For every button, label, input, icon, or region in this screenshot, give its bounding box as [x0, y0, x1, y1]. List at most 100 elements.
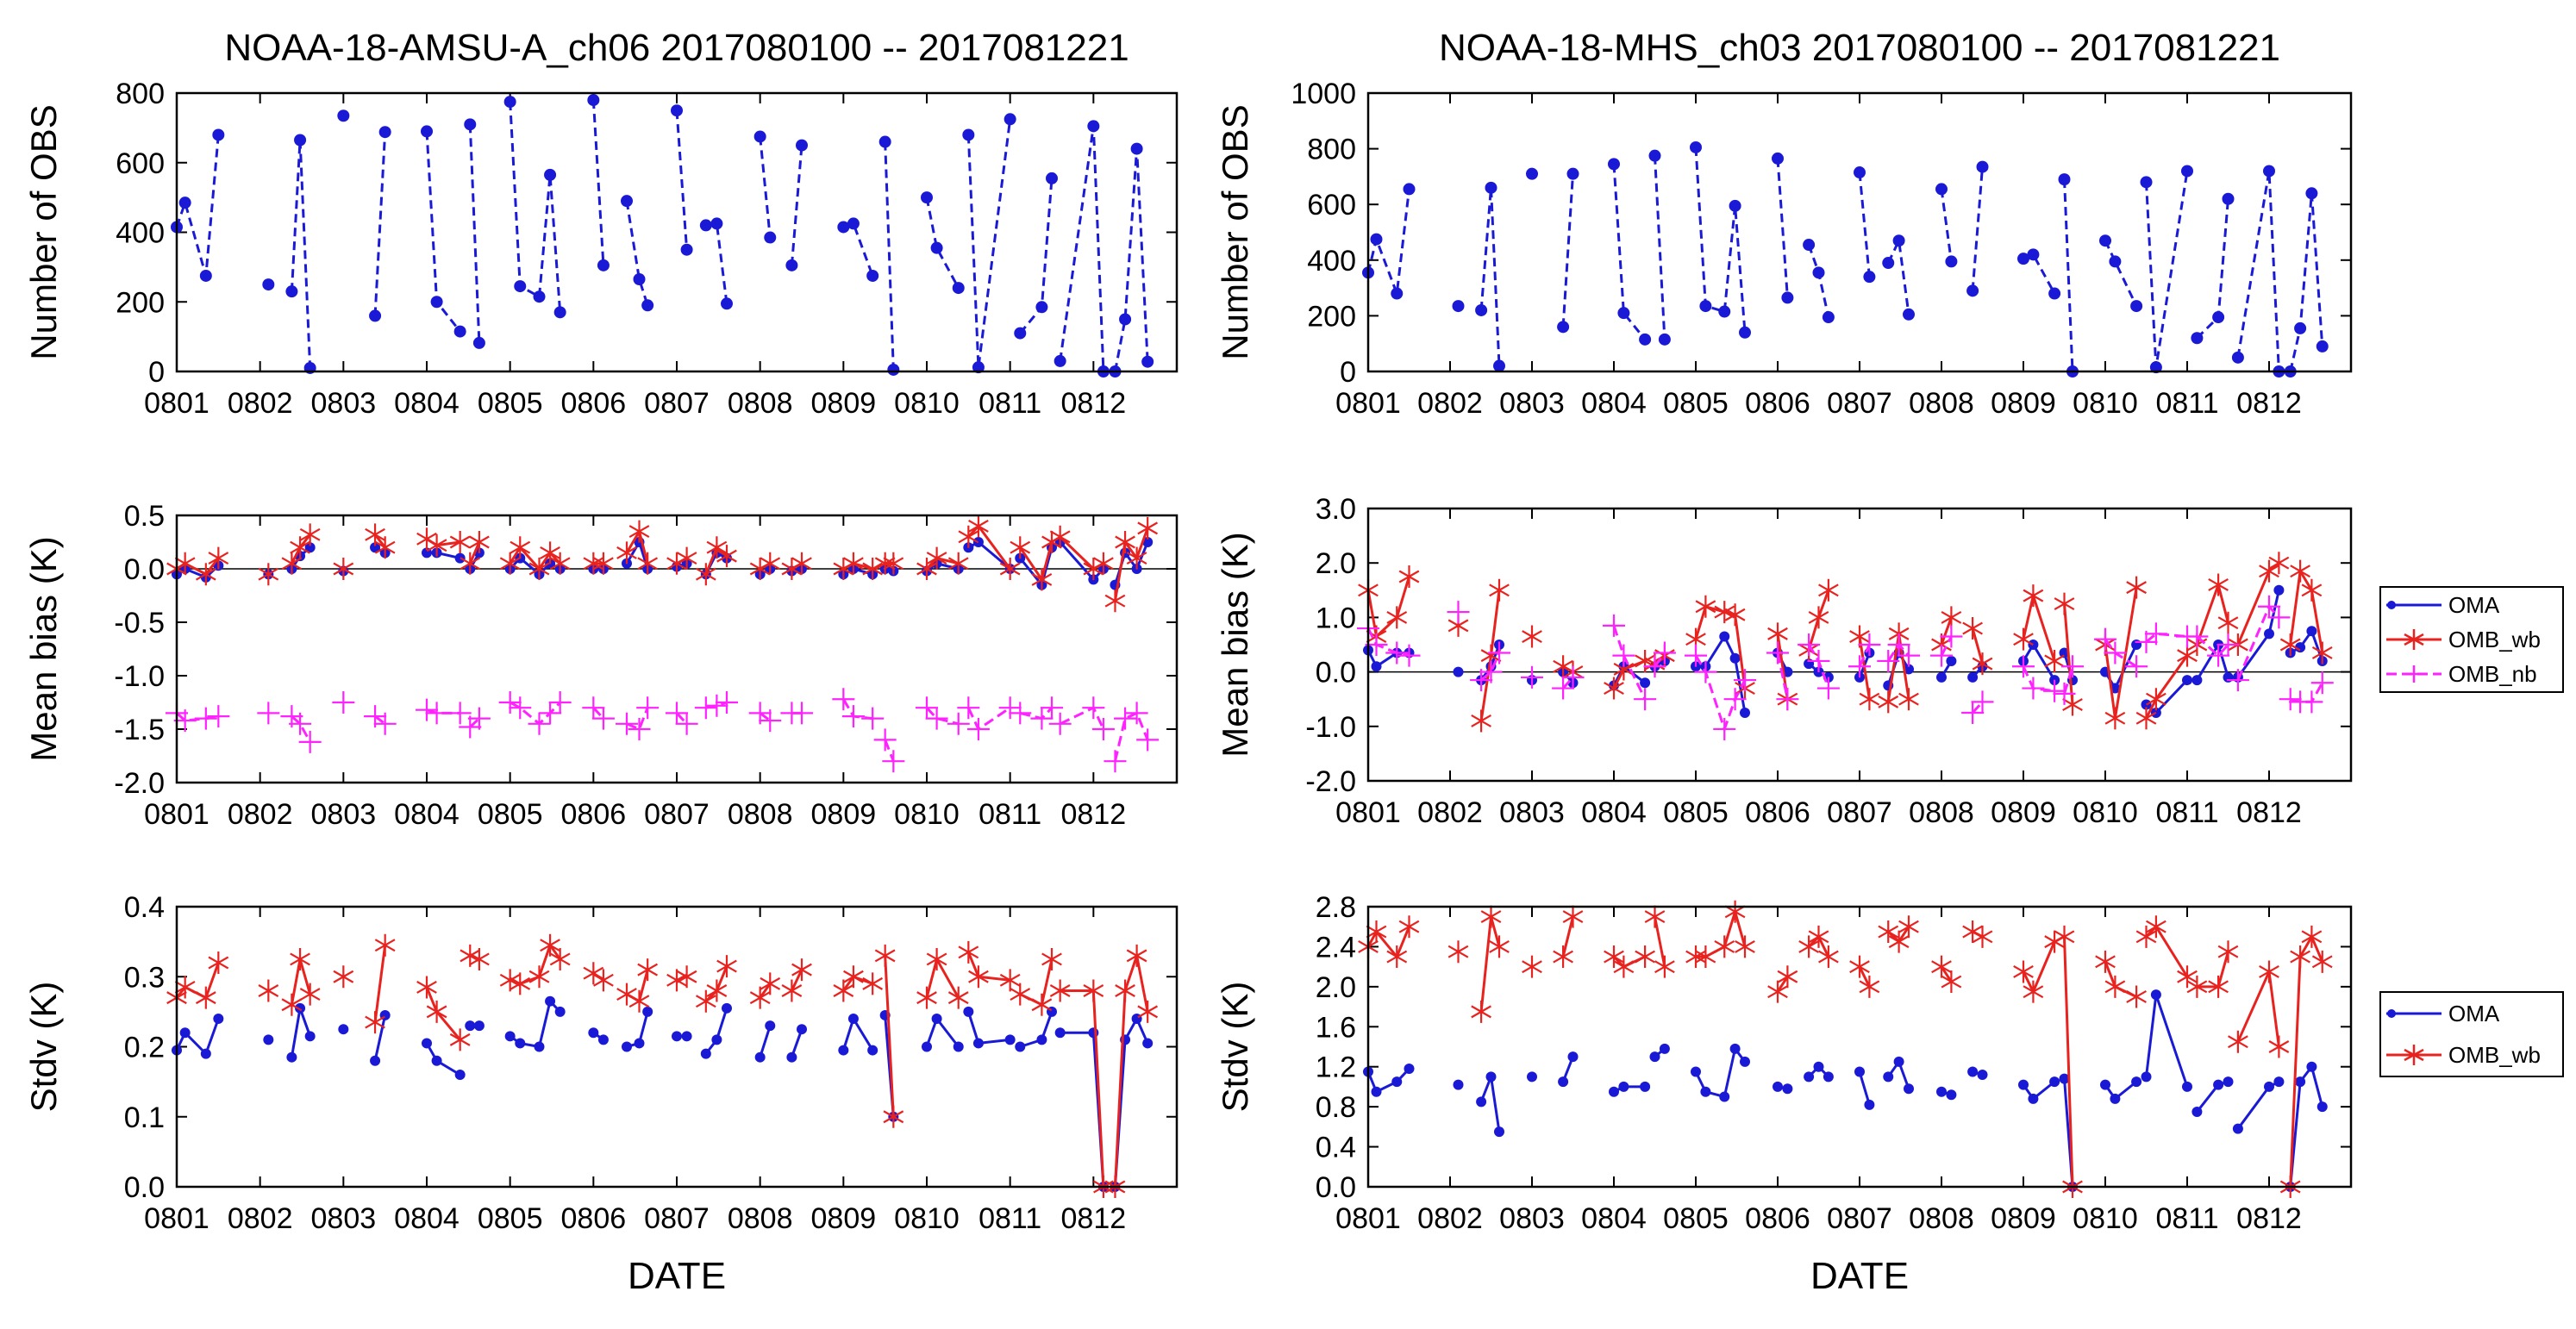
data-point [1136, 728, 1160, 752]
series-line [175, 962, 220, 1000]
data-point [2018, 1079, 2029, 1090]
y-tick-label: 800 [1307, 134, 1356, 166]
data-point [528, 558, 550, 580]
data-point [258, 563, 279, 586]
data-point [1479, 660, 1503, 683]
data-point [1640, 677, 1651, 689]
data-point [1977, 1070, 1988, 1080]
data-point [2273, 584, 2285, 596]
data-point [916, 986, 937, 1009]
data-point [1739, 326, 1751, 339]
series-line [468, 124, 481, 343]
data-point [2191, 1106, 2203, 1117]
data-point [1971, 690, 1994, 714]
data-point [1010, 983, 1031, 1006]
series-line [1479, 187, 1501, 366]
data-point [2135, 925, 2157, 948]
data-point [1471, 1000, 1491, 1023]
data-point [1972, 925, 1993, 948]
data-point [1773, 1081, 1783, 1092]
data-point [2059, 1073, 2070, 1084]
x-tick-label: 0805 [1663, 387, 1729, 420]
data-point [791, 958, 812, 982]
legend-row-oma: OMA [2381, 993, 2562, 1034]
data-point [847, 217, 860, 230]
data-point [1766, 641, 1789, 664]
series-line [373, 132, 387, 316]
data-point [1887, 633, 1910, 656]
data-point [1976, 160, 1989, 173]
data-point [797, 1024, 807, 1035]
data-point [1391, 287, 1404, 300]
data-point [1724, 900, 1746, 923]
data-point [1142, 1038, 1154, 1049]
data-point [926, 546, 947, 570]
data-point [1946, 1089, 1957, 1101]
series-line [2145, 994, 2189, 1088]
data-point [681, 1031, 692, 1042]
data-point [370, 1055, 381, 1066]
data-point [616, 541, 637, 565]
data-point [1452, 300, 1465, 313]
data-point [2130, 300, 2143, 313]
data-point [1946, 655, 1957, 666]
data-point [862, 558, 884, 580]
data-point [338, 1024, 349, 1035]
data-point [1961, 702, 1985, 724]
data-point [1608, 158, 1620, 171]
data-point [616, 712, 638, 735]
data-point [1082, 696, 1105, 720]
series-line [1366, 627, 1410, 658]
x-tick-label: 0810 [2073, 1202, 2138, 1235]
x-tick-label: 0804 [1581, 796, 1647, 829]
data-point [847, 1014, 859, 1024]
x-tick-label: 0803 [1499, 796, 1565, 829]
x-tick-label: 0804 [1581, 1202, 1647, 1235]
data-point [449, 1028, 471, 1051]
plot-frame [1366, 905, 2353, 1189]
data-point [2150, 989, 2161, 1001]
data-point [2207, 644, 2230, 667]
data-point [2264, 628, 2274, 640]
data-point [2109, 255, 2122, 268]
data-point [1719, 631, 1730, 642]
x-tick-label: 0811 [2155, 1202, 2218, 1235]
data-point [2062, 693, 2083, 716]
data-point [257, 702, 280, 725]
legend-oma-line-icon [2386, 1009, 2442, 1018]
series-line [1561, 916, 1574, 958]
data-point [286, 1051, 297, 1063]
data-point [549, 947, 571, 970]
y-tick-label: 0.4 [124, 891, 165, 924]
data-point [1864, 1099, 1875, 1110]
data-point [289, 712, 312, 735]
data-point [365, 523, 385, 546]
data-point [2306, 626, 2317, 637]
series-line [2197, 951, 2229, 989]
y-axis-label: Mean bias (K) [23, 536, 64, 761]
x-tick-label: 0809 [811, 387, 877, 420]
data-point [208, 952, 229, 974]
data-point [947, 712, 970, 735]
data-point [179, 1027, 191, 1039]
data-point [195, 563, 216, 586]
series-line [2145, 171, 2189, 368]
data-point [637, 958, 659, 982]
series-line [2063, 936, 2074, 1188]
data-point [1695, 945, 1716, 969]
x-tick-label: 0810 [2073, 796, 2138, 829]
data-point [1447, 940, 1469, 964]
data-point [2259, 559, 2279, 583]
chart-title: NOAA-18-AMSU-A_ch06 2017080100 -- 201708… [224, 27, 1129, 69]
data-point [1643, 655, 1666, 678]
data-point [2149, 361, 2162, 374]
y-tick-label: -2.0 [1305, 765, 1356, 798]
data-point [1962, 617, 1983, 640]
data-point [2222, 192, 2235, 205]
series-line [2022, 941, 2056, 995]
data-point [1115, 531, 1135, 553]
x-tick-label: 0806 [561, 1202, 627, 1235]
data-point [2043, 679, 2066, 702]
data-point [1119, 313, 1132, 326]
series-line [1807, 244, 1830, 318]
